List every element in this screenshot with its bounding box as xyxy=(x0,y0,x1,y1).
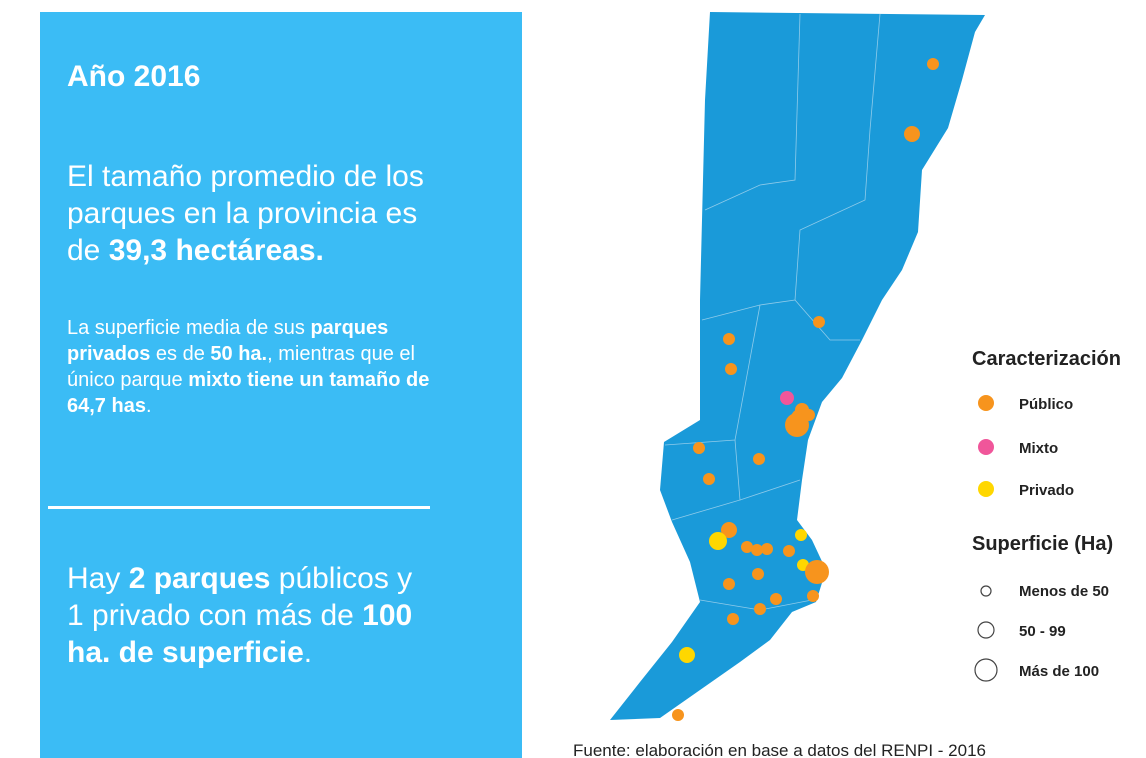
legend-title: Caracterización xyxy=(972,348,1121,370)
marker-public xyxy=(770,593,782,605)
marker-public xyxy=(693,442,705,454)
marker-public xyxy=(727,613,739,625)
marker-private xyxy=(709,532,727,550)
info-panel: Año 2016 El tamaño promedio de los parqu… xyxy=(40,12,522,758)
text-bold: 50 ha. xyxy=(210,343,268,365)
text: públicos y 1 privado con más de xyxy=(67,562,413,632)
text: . xyxy=(145,395,152,417)
legend-swatch xyxy=(978,481,994,497)
text: La superficie media de sus xyxy=(67,317,311,339)
legend-swatch xyxy=(978,395,994,411)
text-bold: 2 parques xyxy=(128,562,271,595)
marker-public xyxy=(813,316,825,328)
marker-public xyxy=(723,333,735,345)
text: El tamaño promedio de los parques en la … xyxy=(67,160,424,267)
divider xyxy=(48,506,430,509)
text-bold: parques privados xyxy=(67,317,389,365)
legend-label: Público xyxy=(1019,396,1073,413)
marker-public xyxy=(703,473,715,485)
legend: Caracterización Público Mixto Privado Su… xyxy=(972,348,1121,682)
marker-public xyxy=(753,453,765,465)
legend-label: Mixto xyxy=(1019,440,1058,457)
marker-private xyxy=(679,647,695,663)
detail-text: La superficie media de sus parques priva… xyxy=(67,315,467,419)
closing-text: Hay 2 parques públicos y 1 privado con m… xyxy=(67,560,437,671)
lead-text: El tamaño promedio de los parques en la … xyxy=(67,158,447,269)
size-swatch xyxy=(977,621,995,639)
marker-public xyxy=(904,126,920,142)
marker-public xyxy=(723,578,735,590)
source-note: Fuente: elaboración en base a datos del … xyxy=(573,741,986,758)
marker-public xyxy=(725,363,737,375)
marker-public xyxy=(754,603,766,615)
marker-public xyxy=(805,560,829,584)
marker-public xyxy=(752,568,764,580)
marker-public xyxy=(927,58,939,70)
district-borders xyxy=(664,13,881,611)
marker-mixed xyxy=(780,391,794,405)
marker-public xyxy=(751,544,763,556)
marker-private xyxy=(795,529,807,541)
marker-public xyxy=(783,545,795,557)
text: es de xyxy=(150,343,211,365)
marker-public xyxy=(721,522,737,538)
legend-label: Privado xyxy=(1019,482,1074,499)
legend-swatch xyxy=(978,439,994,455)
legend-label: Más de 100 xyxy=(1019,663,1099,680)
text: Hay xyxy=(67,562,129,595)
size-swatch xyxy=(974,658,998,682)
marker-public xyxy=(785,413,809,437)
legend-title: Superficie (Ha) xyxy=(972,533,1113,555)
marker-public xyxy=(807,590,819,602)
marker-public xyxy=(761,543,773,555)
size-swatch xyxy=(980,585,992,597)
text-bold: mixto tiene un tamaño de 64,7 has xyxy=(67,369,430,417)
marker-public xyxy=(741,541,753,553)
text-bold: 39,3 hectáreas. xyxy=(108,234,324,267)
legend-label: Menos de 50 xyxy=(1019,583,1109,600)
marker-public xyxy=(672,709,684,721)
text: , mientras que el único parque xyxy=(67,343,415,391)
text: . xyxy=(303,636,313,669)
legend-label: 50 - 99 xyxy=(1019,623,1066,640)
text-bold: 100 ha. de superficie xyxy=(67,599,413,669)
park-markers xyxy=(672,58,939,721)
panel-title: Año 2016 xyxy=(67,60,201,93)
province-shape xyxy=(610,12,985,720)
